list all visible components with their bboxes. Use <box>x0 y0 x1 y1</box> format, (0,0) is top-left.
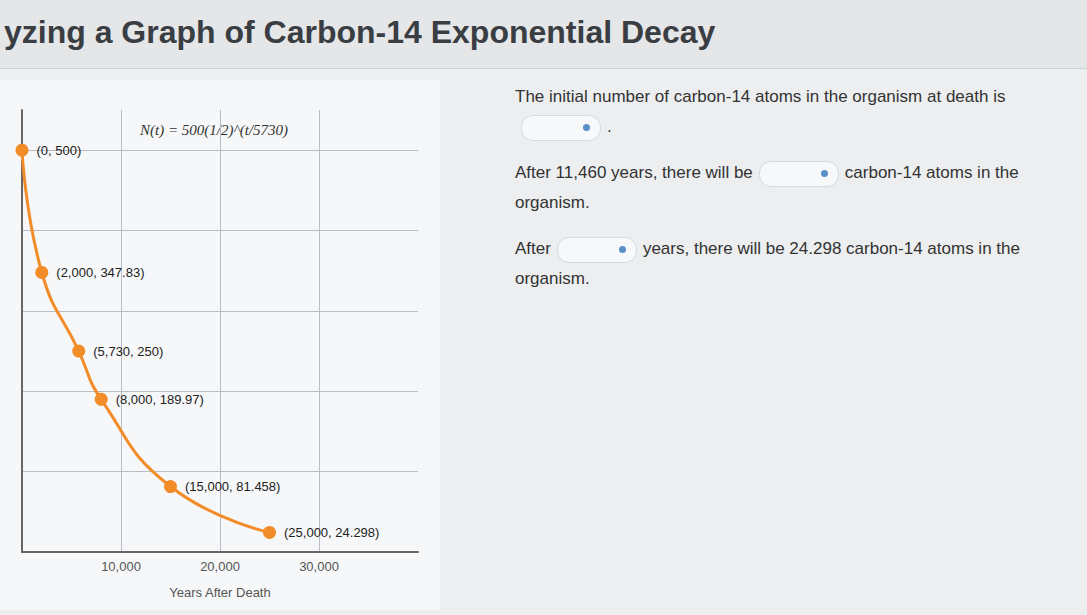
svg-text:(25,000, 24.298): (25,000, 24.298) <box>284 525 379 540</box>
svg-text:(0, 500): (0, 500) <box>37 143 82 158</box>
svg-text:(5,730, 250): (5,730, 250) <box>93 344 163 359</box>
svg-text:(15,000, 81.458): (15,000, 81.458) <box>185 479 280 494</box>
svg-text:Years After Death: Years After Death <box>169 585 270 600</box>
html-text:years, there will be 24.298 ca: years, there will be 24.298 carbon-14 at… <box>515 239 1020 288</box>
svg-text:10,000: 10,000 <box>101 559 141 574</box>
html-text:The initial number of carbon-1: The initial number of carbon-14 atoms in… <box>515 87 1006 106</box>
html-text:yzing a Graph of Carbon-14 Exp: yzing a Graph of Carbon-14 Exponential D… <box>4 14 716 50</box>
html-text:After: After <box>515 239 551 258</box>
svg-text:30,000: 30,000 <box>299 559 339 574</box>
svg-text:20,000: 20,000 <box>200 559 240 574</box>
html-text:After 11,460 years, there will: After 11,460 years, there will be <box>515 163 753 182</box>
svg-text:N(t) = 500(1/2)^(t/5730): N(t) = 500(1/2)^(t/5730) <box>139 122 288 139</box>
svg-text:(2,000, 347.83): (2,000, 347.83) <box>56 265 144 280</box>
svg-text:(8,000, 189.97): (8,000, 189.97) <box>116 392 204 407</box>
html-text:carbon-14 atoms in the organis: carbon-14 atoms in the organism. <box>515 163 1019 212</box>
